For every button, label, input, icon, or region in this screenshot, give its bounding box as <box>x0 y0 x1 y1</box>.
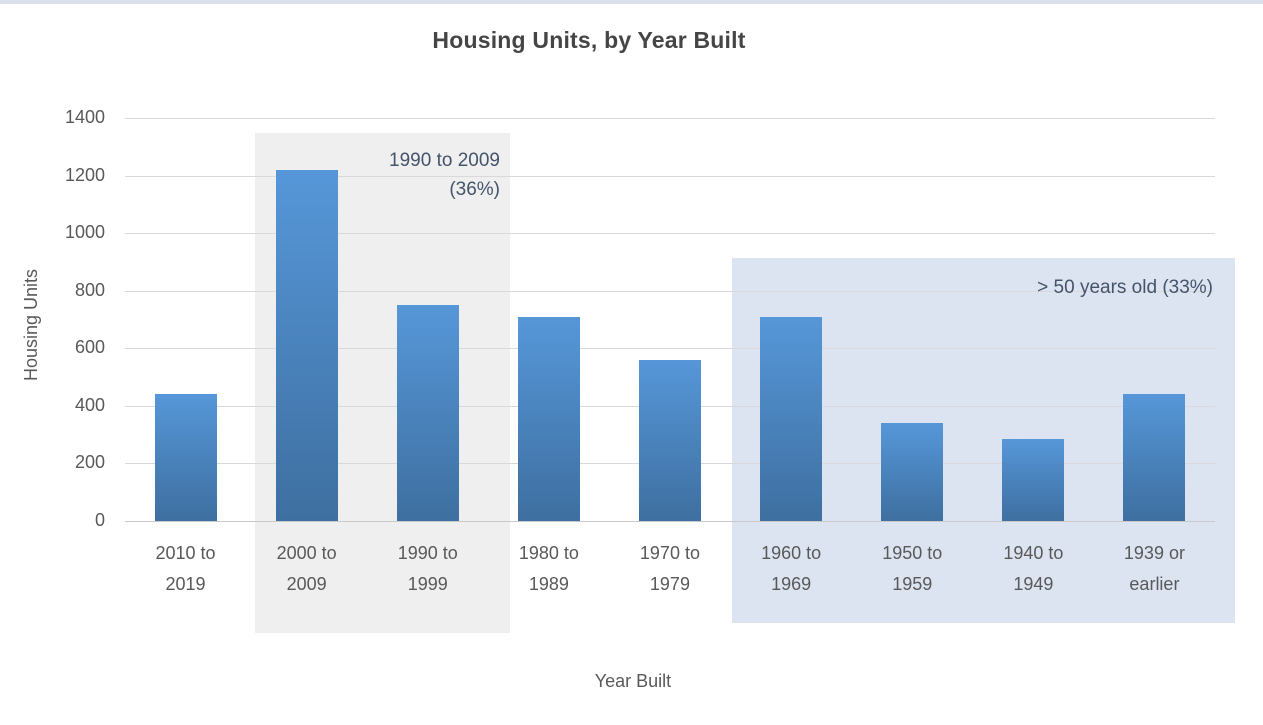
gridline <box>125 290 1215 292</box>
gridline <box>125 175 1215 177</box>
y-tick-label: 200 <box>74 452 105 473</box>
chart-title: Housing Units, by Year Built <box>432 27 746 53</box>
x-category-label-line: 2009 <box>286 574 327 594</box>
x-category-label: 1970 to 1979 <box>609 538 730 600</box>
annotation-line: > 50 years old (33%) <box>1037 277 1213 298</box>
y-tick-label: 600 <box>74 337 105 358</box>
x-category-label-line: 1969 <box>771 574 812 594</box>
x-category-label: 1990 to 1999 <box>367 538 488 600</box>
bar <box>275 169 338 521</box>
x-category-label: 1940 to 1949 <box>973 538 1094 600</box>
annotation-line: (36%) <box>449 179 500 200</box>
annotation-label-1990-2009: 1990 to 2009 (36%) <box>255 146 500 204</box>
x-category-label: 1950 to 1959 <box>852 538 973 600</box>
bar <box>154 394 217 521</box>
y-tick-label: 1400 <box>64 107 105 127</box>
x-category-label-line: 2019 <box>165 574 206 594</box>
bar <box>881 423 944 521</box>
window-top-strip <box>0 0 1263 4</box>
y-tick-label: 1000 <box>64 222 105 243</box>
y-tick-label: 400 <box>74 394 105 415</box>
annotation-line: 1990 to 2009 <box>389 150 500 171</box>
x-category-label-line: 1939 or <box>1123 543 1185 563</box>
x-category-label: 2010 to 2019 <box>125 538 246 600</box>
x-category-label-line: 1950 to <box>882 543 943 563</box>
gridline <box>125 348 1215 350</box>
x-category-label-line: earlier <box>1129 574 1180 594</box>
y-axis-title: Housing Units <box>21 268 41 382</box>
x-category-label-line: 1980 to <box>518 543 579 563</box>
x-category-label-line: 1979 <box>649 574 690 594</box>
bar <box>1123 394 1186 521</box>
y-tick-label: 800 <box>74 279 105 300</box>
x-category-label-line: 1959 <box>892 574 933 594</box>
x-category-label: 1939 or earlier <box>1094 538 1215 600</box>
bar <box>517 316 580 521</box>
x-category-label-line: 1990 to <box>397 543 458 563</box>
x-category-label-line: 1949 <box>1013 574 1054 594</box>
bar <box>1002 439 1065 521</box>
x-category-label-line: 1960 to <box>761 543 822 563</box>
x-category-label-line: 2000 to <box>276 543 337 563</box>
bar <box>760 316 823 521</box>
gridline <box>125 521 1215 522</box>
x-category-label-line: 1970 to <box>639 543 700 563</box>
x-category-label-line: 1989 <box>528 574 569 594</box>
x-axis-title: Year Built <box>594 671 672 691</box>
bar <box>639 359 701 521</box>
x-category-label-line: 2010 to <box>155 543 216 563</box>
gridline <box>125 118 1215 119</box>
y-tick-label: 1200 <box>64 164 105 185</box>
gridline <box>125 233 1215 235</box>
bar <box>396 305 459 521</box>
x-category-label-line: 1999 <box>407 574 448 594</box>
x-category-label: 2000 to 2009 <box>246 538 367 600</box>
annotation-label-over-50-years: > 50 years old (33%) <box>713 273 1213 302</box>
y-tick-label: 0 <box>94 510 105 530</box>
x-category-label: 1960 to 1969 <box>731 538 852 600</box>
x-category-label-line: 1940 to <box>1003 543 1064 563</box>
x-category-label: 1980 to 1989 <box>488 538 609 600</box>
